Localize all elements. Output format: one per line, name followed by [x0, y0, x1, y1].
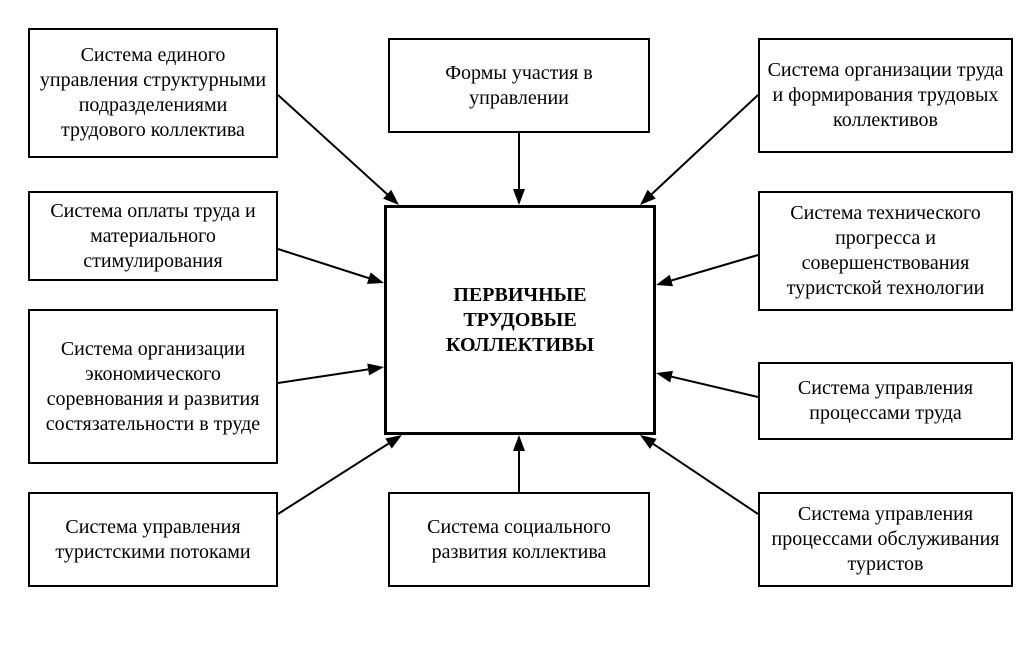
bottom-box: Система социального развития коллектива [388, 492, 650, 587]
right-box: Система управления процессами обслуживан… [758, 492, 1013, 587]
edge-line [652, 95, 758, 194]
edge-arrowhead [385, 435, 402, 449]
left-box-label: Система оплаты труда и материального сти… [36, 199, 270, 274]
left-box-label: Система управления туристскими потоками [36, 515, 270, 565]
right-box-label: Система организации труда и формирования… [766, 58, 1005, 133]
left-box-label: Система единого управления структурными … [36, 43, 270, 143]
edge-arrowhead [513, 435, 525, 451]
left-box-label: Система организации экономического сорев… [36, 337, 270, 437]
top-box-label: Формы участия в управлении [396, 61, 642, 111]
bottom-box-label: Система социального развития коллектива [396, 515, 642, 565]
top-box: Формы участия в управлении [388, 38, 650, 133]
center-label: ПЕРВИЧНЫЕТРУДОВЫЕКОЛЛЕКТИВЫ [446, 283, 594, 358]
right-box-label: Система управления процессами обслуживан… [766, 502, 1005, 577]
left-box: Система организации экономического сорев… [28, 309, 278, 464]
center-box: ПЕРВИЧНЫЕТРУДОВЫЕКОЛЛЕКТИВЫ [384, 205, 656, 435]
edge-line [278, 249, 369, 278]
edge-line [278, 95, 387, 194]
edge-arrowhead [656, 371, 673, 383]
edge-line [672, 377, 758, 397]
edge-arrowhead [640, 190, 656, 205]
diagram-canvas: ПЕРВИЧНЫЕТРУДОВЫЕКОЛЛЕКТИВЫ Система едино… [0, 0, 1036, 645]
right-box: Система технического прогресса и соверше… [758, 191, 1013, 311]
edge-arrowhead [640, 435, 657, 449]
edge-line [278, 369, 368, 383]
edge-arrowhead [383, 190, 399, 205]
edge-arrowhead [513, 189, 525, 205]
edge-line [278, 444, 389, 514]
edge-arrowhead [656, 275, 673, 287]
right-box-label: Система технического прогресса и соверше… [766, 201, 1005, 301]
left-box: Система единого управления структурными … [28, 28, 278, 158]
edge-arrowhead [367, 363, 384, 375]
right-box-label: Система управления процессами труда [766, 376, 1005, 426]
edge-line [653, 444, 758, 514]
left-box: Система оплаты труда и материального сти… [28, 191, 278, 281]
edge-line [671, 255, 758, 280]
right-box: Система организации труда и формирования… [758, 38, 1013, 153]
edge-arrowhead [367, 272, 384, 283]
right-box: Система управления процессами труда [758, 362, 1013, 440]
left-box: Система управления туристскими потоками [28, 492, 278, 587]
